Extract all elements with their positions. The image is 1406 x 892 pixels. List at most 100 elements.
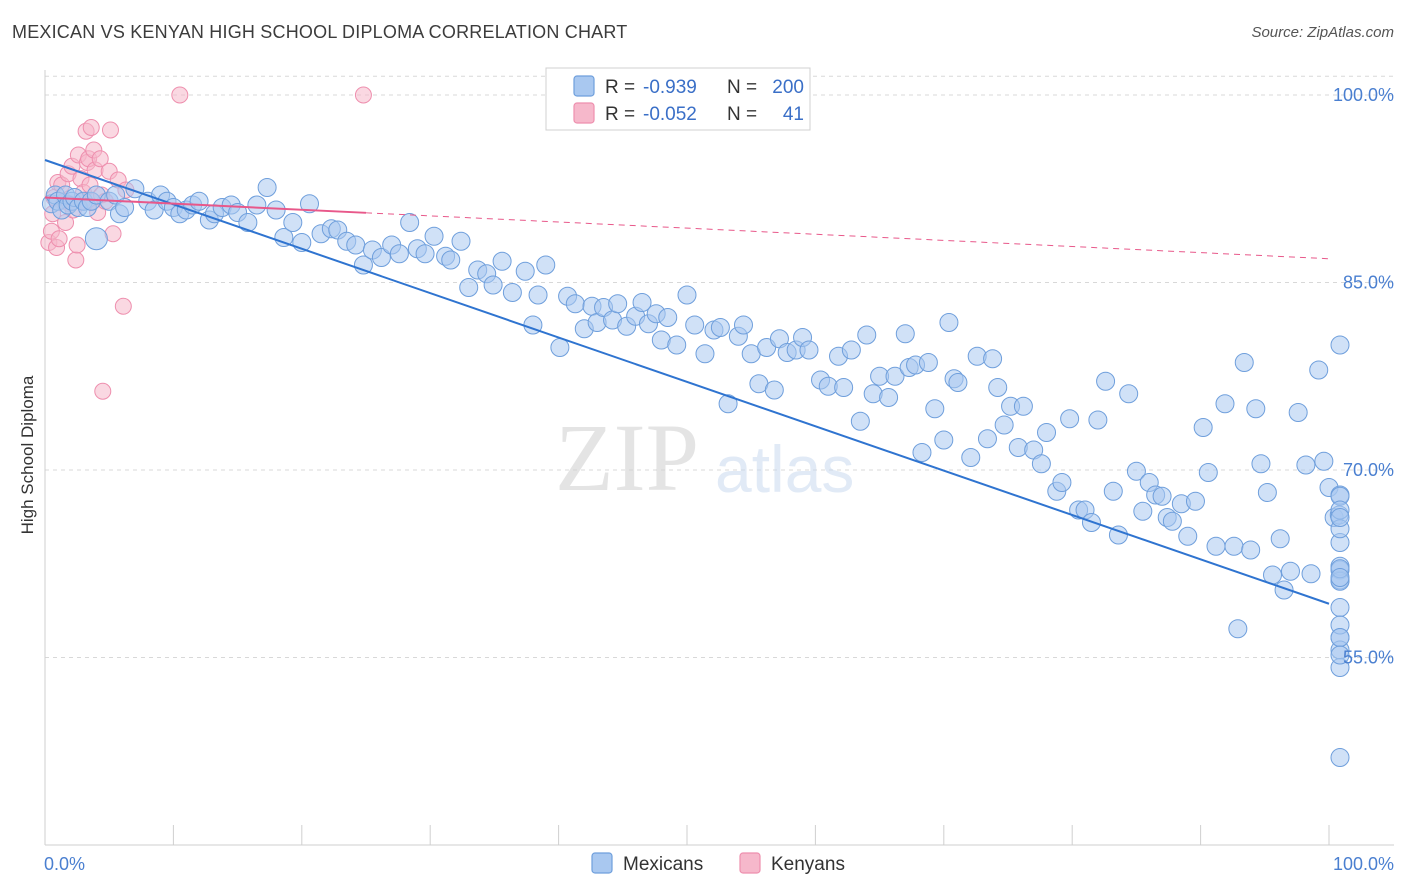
mexican-point [1206,536,1226,556]
mexican-point [939,313,959,332]
mexican-point [1119,384,1139,404]
mexican-point [983,349,1003,369]
mexican-point [1296,455,1316,475]
mexican-point [1152,486,1172,506]
mexican-point [189,191,209,211]
kenyan-trendline-solid [44,196,367,214]
mexican-point [1314,451,1334,471]
mexican-point [685,315,705,335]
mexican-point [1103,481,1123,501]
mexican-point [1162,511,1182,531]
mexican-point [608,294,628,314]
x-tick-label-max: 100.0% [1333,854,1394,874]
legend-n-label-kenyans: N = [727,104,757,125]
mexican-point [1274,580,1294,600]
mexican-point [1270,529,1290,549]
y-tick-label: 70.0% [1343,460,1394,480]
source-label: Source: ZipAtlas.com [1251,24,1394,41]
mexican-point [346,235,366,255]
mexican-point [371,248,391,267]
trendlines [44,159,1330,605]
mexican-point [1185,491,1205,511]
mexican-point [528,285,548,305]
legend-r-value-mexicans: -0.939 [643,77,697,98]
mexican-point [879,388,899,407]
kenyan-trendline-dashed [365,212,1330,260]
mexican-point [1060,409,1080,429]
mexican-point [451,231,471,251]
mexican-point [799,340,819,360]
mexican-point [550,338,570,357]
mexican-point [283,213,303,232]
mexican-point [247,195,267,215]
mexican-point [733,315,753,335]
mexican-point [1013,396,1033,416]
mexican-point [459,278,479,297]
bottom-legend-swatch-kenyans [739,852,761,874]
bottom-legend-swatch-mexicans [591,852,613,874]
y-tick-labels: 55.0% 70.0% 85.0% 100.0% [1333,85,1394,668]
mexican-point [1241,540,1261,560]
mexican-point [1330,335,1350,355]
kenyan-point [171,86,189,104]
mexican-point [718,394,738,414]
kenyan-point [82,119,100,136]
mexican-point [1330,645,1350,665]
legend-n-label-mexicans: N = [727,77,757,98]
legend-n-value-kenyans: 41 [783,104,804,125]
legend-n-value-mexicans: 200 [772,77,804,98]
chart-title: MEXICAN VS KENYAN HIGH SCHOOL DIPLOMA CO… [12,22,628,42]
mexican-point [1228,619,1248,639]
mexican-point [658,308,678,327]
mexican-point [632,293,652,312]
mexican-point [492,251,512,271]
mexican-point [988,378,1008,397]
mexican-point [1330,748,1350,767]
mexican-point [115,198,135,217]
mexican-point [961,448,981,467]
mexican-point [857,325,877,345]
mexican-point [1224,536,1244,556]
gridlines [45,75,1394,658]
x-tick-label-min: 0.0% [44,854,85,874]
mexican-point [1280,561,1300,581]
mexican-trendline [44,159,1330,605]
mexican-point [977,429,997,449]
mexican-point [1309,360,1329,380]
legend-swatch-kenyans [573,102,595,124]
mexican-point [710,318,730,337]
mexican-point [1088,410,1108,430]
kenyan-point [67,251,85,269]
mexican-point [502,283,522,302]
legend-r-value-kenyans: -0.052 [643,104,697,125]
y-tick-label: 85.0% [1343,273,1394,293]
mexican-point [695,344,715,364]
mexican-point [536,255,556,275]
mexican-point [424,226,444,246]
mexican-point [441,250,461,270]
mexican-point [918,353,938,372]
mexican-point [667,335,687,355]
legend-swatch-mexicans [573,75,595,97]
mexican-point [389,244,409,264]
mexican-point [1251,454,1271,474]
legend-top: R = -0.939 N = 200 R = -0.052 N = 41 [545,67,811,131]
mexican-point [885,366,905,386]
watermark-zip: ZIP [555,404,699,511]
mexican-point [841,340,861,360]
mexican-point [677,285,697,305]
mexican-point [1198,463,1218,482]
mexican-point [764,380,784,400]
mexican-point [84,227,108,251]
mexican-point [400,213,420,232]
legend-bottom: Mexicans Kenyans [591,852,845,875]
mexican-point [1126,461,1146,481]
legend-r-label-kenyans: R = [605,104,635,125]
kenyan-point [101,121,119,139]
mexican-point [1178,526,1198,546]
mexican-point [1288,403,1308,422]
mexican-point [483,275,503,295]
mexican-point [1246,399,1266,419]
mexican-point [912,443,932,462]
